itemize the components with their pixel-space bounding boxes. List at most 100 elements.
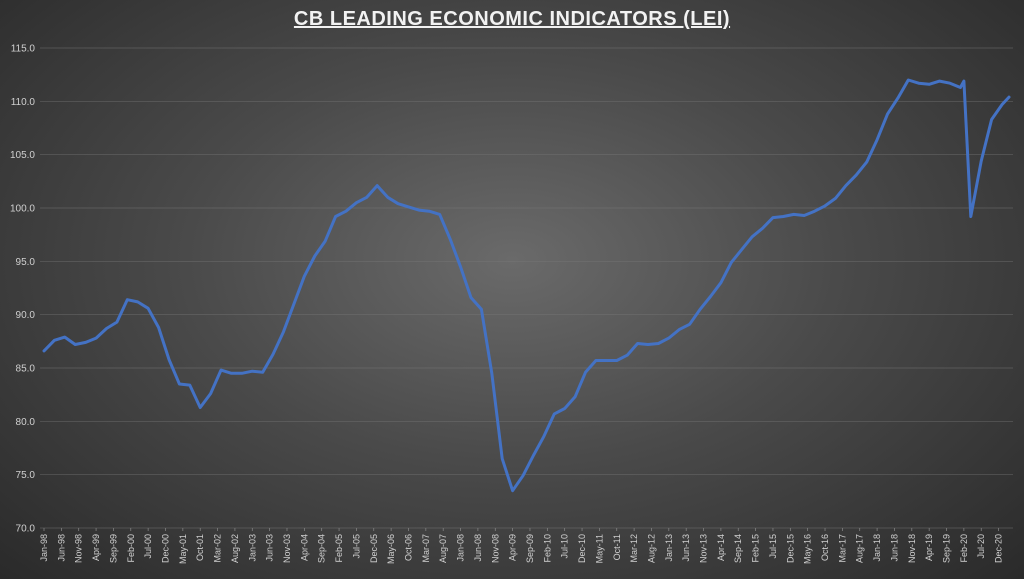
data-point xyxy=(387,196,389,198)
x-tick-label: Aug-07 xyxy=(438,534,448,563)
x-tick-label: Jan-03 xyxy=(247,534,257,562)
data-point xyxy=(53,339,56,341)
data-point xyxy=(64,336,66,338)
x-tick-label: Nov-13 xyxy=(699,534,709,563)
data-point xyxy=(626,354,628,356)
data-point xyxy=(699,308,701,310)
data-point xyxy=(876,139,878,141)
x-tick-label: Aug-02 xyxy=(230,534,240,563)
data-point xyxy=(470,297,472,299)
data-point xyxy=(605,359,607,362)
x-tick-label: Apr-19 xyxy=(924,534,934,561)
y-tick-label: 110.0 xyxy=(11,97,36,108)
x-tick-label: Sep-09 xyxy=(525,534,535,563)
data-point xyxy=(803,214,805,217)
data-point xyxy=(918,82,920,84)
data-point xyxy=(970,215,972,218)
data-point xyxy=(168,358,170,361)
x-tick-label: Jul-15 xyxy=(768,534,778,559)
x-tick-label: Sep-99 xyxy=(108,534,118,563)
data-point xyxy=(137,301,139,303)
y-tick-label: 100.0 xyxy=(10,204,35,215)
x-tick-label: Apr-04 xyxy=(299,534,309,561)
x-tick-label: May-06 xyxy=(386,534,396,564)
data-point xyxy=(449,238,451,240)
x-tick-label: Jun-98 xyxy=(56,534,66,562)
data-point xyxy=(95,337,97,339)
data-point xyxy=(43,350,45,352)
data-point xyxy=(553,413,555,415)
series-line xyxy=(42,78,1011,493)
data-point xyxy=(886,113,889,115)
x-tick-label: Mar-17 xyxy=(837,534,847,563)
data-point xyxy=(938,80,941,82)
data-point xyxy=(407,206,410,208)
x-tick-label: Nov-98 xyxy=(74,534,84,563)
data-point xyxy=(116,321,118,323)
data-point xyxy=(303,275,305,277)
x-tick-label: Nov-18 xyxy=(907,534,917,563)
data-point xyxy=(793,213,795,215)
data-point xyxy=(1008,96,1010,98)
x-tick-label: Nov-08 xyxy=(490,534,500,563)
data-point xyxy=(543,435,545,437)
data-point xyxy=(220,369,222,371)
data-point xyxy=(720,282,722,284)
x-tick-label: Jan-18 xyxy=(872,534,882,562)
x-tick-label: Jul-05 xyxy=(351,534,361,559)
data-point xyxy=(991,118,993,121)
data-point xyxy=(376,185,378,187)
data-point xyxy=(751,236,753,238)
data-point xyxy=(324,240,326,242)
data-point xyxy=(824,205,826,207)
data-point xyxy=(741,249,743,251)
data-point xyxy=(522,475,524,477)
data-point xyxy=(928,83,930,85)
x-tick-label: Oct-01 xyxy=(195,534,205,561)
x-tick-label: Oct-11 xyxy=(612,534,622,560)
data-point xyxy=(314,255,316,257)
y-tick-label: 115.0 xyxy=(11,44,36,55)
x-tick-label: Nov-03 xyxy=(282,534,292,563)
x-tick-label: Jun-03 xyxy=(265,534,275,562)
data-point xyxy=(480,308,482,310)
y-tick-label: 75.0 xyxy=(16,470,36,481)
x-tick-label: Jul-20 xyxy=(976,534,986,559)
data-point xyxy=(74,343,76,346)
x-tick-label: Feb-00 xyxy=(126,534,136,563)
x-tick-label: Dec-15 xyxy=(785,534,795,563)
x-tick-label: Apr-14 xyxy=(716,534,726,561)
data-point xyxy=(574,396,576,398)
data-point xyxy=(251,370,253,372)
data-point xyxy=(657,342,660,345)
chart-title: CB LEADING ECONOMIC INDICATORS (LEI) xyxy=(293,8,731,30)
x-tick-label: Jan-08 xyxy=(456,534,466,562)
x-tick-label: Mar-02 xyxy=(213,534,223,563)
x-tick-label: Dec-10 xyxy=(577,534,587,563)
y-tick-label: 70.0 xyxy=(16,524,36,535)
x-tick-label: Jun-13 xyxy=(681,534,691,562)
x-tick-label: May-01 xyxy=(178,534,188,564)
data-point xyxy=(262,371,264,373)
x-tick-label: Dec-00 xyxy=(160,534,170,563)
data-point xyxy=(564,407,566,410)
y-tick-label: 90.0 xyxy=(16,310,36,321)
x-tick-label: Mar-07 xyxy=(421,534,431,563)
x-tick-label: Apr-99 xyxy=(91,534,101,561)
y-tick-label: 85.0 xyxy=(16,364,36,375)
data-point xyxy=(907,79,909,81)
data-point xyxy=(272,353,274,355)
x-tick-label: Jun-08 xyxy=(473,534,483,562)
data-point xyxy=(157,326,160,329)
data-point xyxy=(459,266,462,268)
data-point xyxy=(595,359,597,362)
data-point xyxy=(85,341,87,343)
data-point xyxy=(282,331,285,333)
data-point xyxy=(730,261,732,263)
x-tick-label: Oct-06 xyxy=(403,534,413,561)
data-point xyxy=(949,82,951,84)
data-point xyxy=(814,210,816,212)
data-point xyxy=(834,197,837,199)
x-tick-label: Sep-14 xyxy=(733,534,743,563)
